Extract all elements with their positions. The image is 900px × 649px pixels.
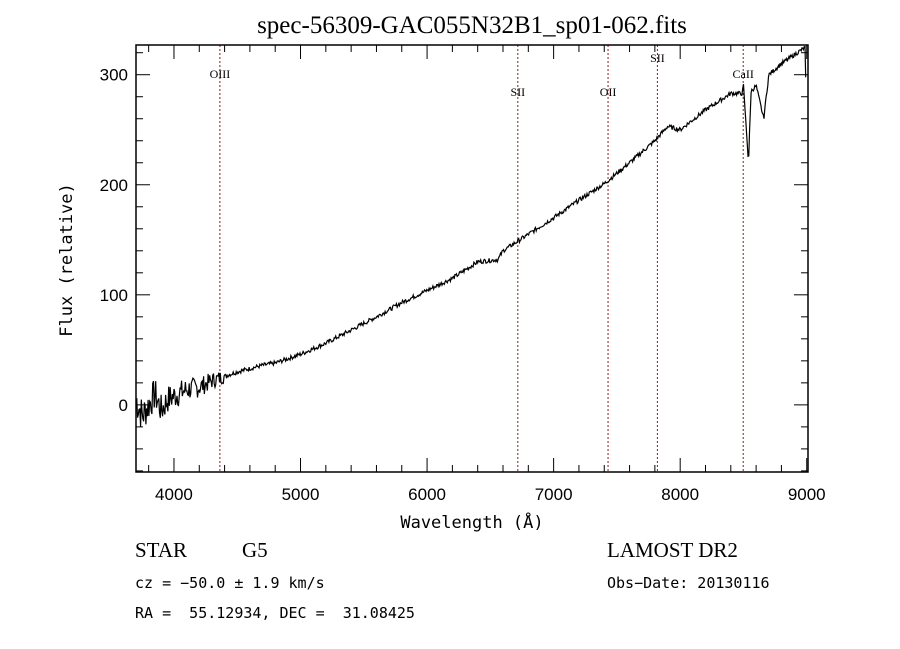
object-class: STAR — [135, 538, 187, 562]
x-tick-label: 9000 — [788, 485, 826, 504]
y-tick-label: 300 — [100, 66, 128, 85]
plot-frame — [135, 44, 809, 473]
y-tick-label: 0 — [119, 396, 128, 415]
y-axis-label: Flux (relative) — [57, 183, 77, 337]
annotation-label-oiii: OIII — [210, 67, 231, 81]
axis-ticks — [136, 45, 808, 472]
x-tick-label: 4000 — [155, 485, 193, 504]
annotation-label-oii: OII — [600, 85, 617, 99]
x-tick-label: 7000 — [535, 485, 573, 504]
obs-date: Obs−Date: 20130116 — [607, 574, 770, 592]
x-tick-label: 8000 — [661, 485, 699, 504]
chart-title: spec-56309-GAC055N32B1_sp01-062.fits — [257, 12, 687, 39]
y-tick-labels: 0 100 200 300 — [100, 66, 128, 415]
x-tick-labels: 4000 5000 6000 7000 8000 9000 — [155, 485, 826, 504]
annotation-label-caii: CaII — [733, 67, 754, 81]
coordinates: RA = 55.12934, DEC = 31.08425 — [135, 604, 415, 622]
annotation-label-sii: SII — [510, 85, 525, 99]
annotation-label-sii: SII — [650, 51, 665, 65]
line-annotations: OIII SII OII SII CaII — [210, 45, 754, 472]
x-tick-label: 6000 — [408, 485, 446, 504]
x-tick-label: 5000 — [282, 485, 320, 504]
survey-name: LAMOST DR2 — [607, 538, 738, 562]
spectrum-line — [135, 45, 807, 427]
y-tick-label: 100 — [100, 286, 128, 305]
object-subclass: G5 — [242, 538, 268, 562]
y-tick-label: 200 — [100, 176, 128, 195]
redshift-cz: cz = −50.0 ± 1.9 km/s — [135, 574, 325, 592]
x-axis-label: Wavelength (Å) — [400, 511, 543, 533]
